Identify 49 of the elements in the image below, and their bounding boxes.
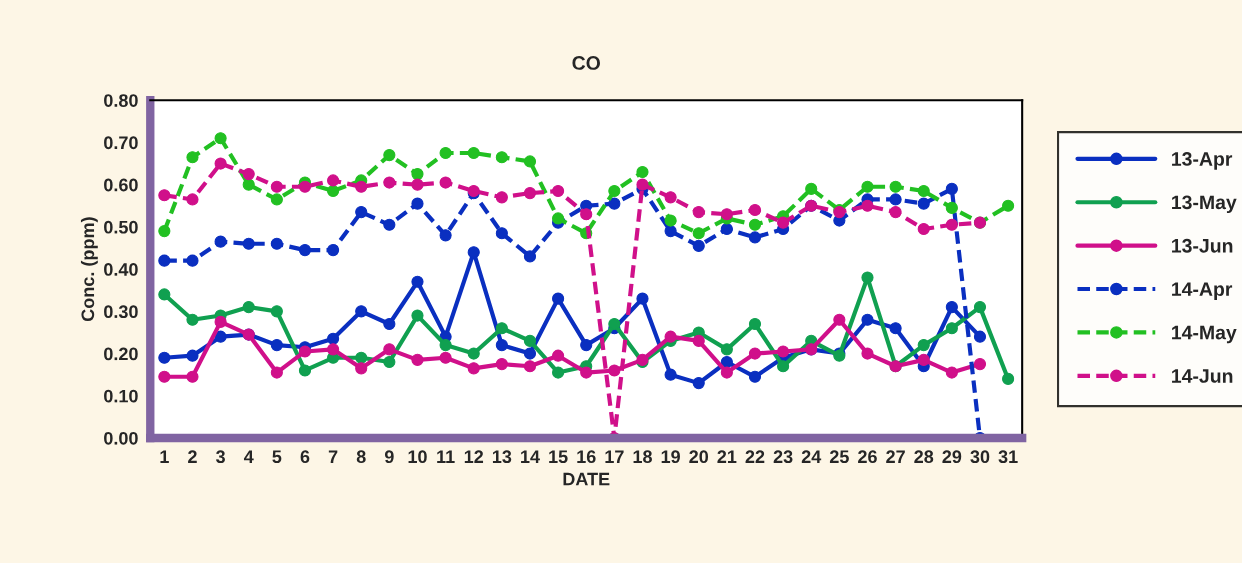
- legend-label: 13-Jun: [1172, 238, 1233, 253]
- x-tick-label: 13: [492, 450, 512, 464]
- x-tick-label: 20: [689, 450, 709, 464]
- legend-label: 14-May: [1172, 325, 1237, 344]
- legend-label: 13-May: [1172, 195, 1237, 214]
- x-tick-label: 21: [717, 450, 737, 463]
- y-tick-label: 0.80: [104, 94, 138, 107]
- x-tick-label: 30: [970, 450, 990, 464]
- x-tick-label: 12: [464, 450, 484, 463]
- chart-title: CO: [572, 56, 600, 70]
- x-tick-label: 3: [215, 450, 225, 464]
- x-tick-label: 25: [829, 450, 849, 464]
- x-tick-label: 18: [633, 450, 652, 464]
- x-tick-label: 6: [300, 450, 310, 464]
- x-tick-label: 2: [188, 450, 197, 463]
- x-tick-label: 10: [408, 450, 427, 464]
- x-tick-label: 8: [356, 450, 366, 464]
- y-axis-title: Conc. (ppm): [80, 217, 98, 322]
- x-tick-label: 23: [773, 450, 793, 464]
- y-tick-label: 0.00: [104, 431, 138, 445]
- legend-label: 13-Apr: [1172, 152, 1233, 170]
- legend-label: 14-Apr: [1172, 282, 1233, 300]
- y-tick-label: 0.40: [104, 263, 138, 276]
- y-tick-label: 0.70: [104, 136, 138, 150]
- x-tick-label: 27: [886, 450, 905, 463]
- x-tick-label: 11: [437, 450, 455, 463]
- y-tick-label: 0.30: [104, 305, 138, 319]
- x-tick-label: 31: [998, 450, 1018, 464]
- x-axis-title: DATE: [563, 472, 610, 486]
- x-tick-label: 16: [577, 450, 596, 464]
- y-tick-label: 0.10: [104, 389, 138, 403]
- y-tick-label: 0.60: [104, 178, 138, 192]
- x-tick-label: 15: [549, 450, 568, 464]
- legend-label: 14-Jun: [1172, 369, 1233, 383]
- x-tick-label: 4: [243, 450, 254, 463]
- x-tick-label: 26: [858, 450, 877, 464]
- y-tick-label: 0.50: [104, 220, 138, 234]
- x-tick-label: 5: [272, 450, 282, 464]
- x-tick-label: 1: [160, 450, 169, 463]
- x-tick-label: 17: [605, 450, 624, 463]
- y-tick-label: 0.20: [104, 347, 138, 361]
- x-tick-label: 22: [745, 450, 765, 463]
- x-tick-label: 19: [661, 450, 680, 464]
- x-tick-label: 9: [384, 450, 394, 464]
- x-tick-label: 29: [942, 450, 962, 464]
- x-tick-label: 24: [801, 450, 822, 463]
- x-tick-label: 7: [328, 450, 338, 463]
- x-tick-label: 28: [914, 450, 934, 464]
- x-tick-label: 14: [521, 450, 540, 463]
